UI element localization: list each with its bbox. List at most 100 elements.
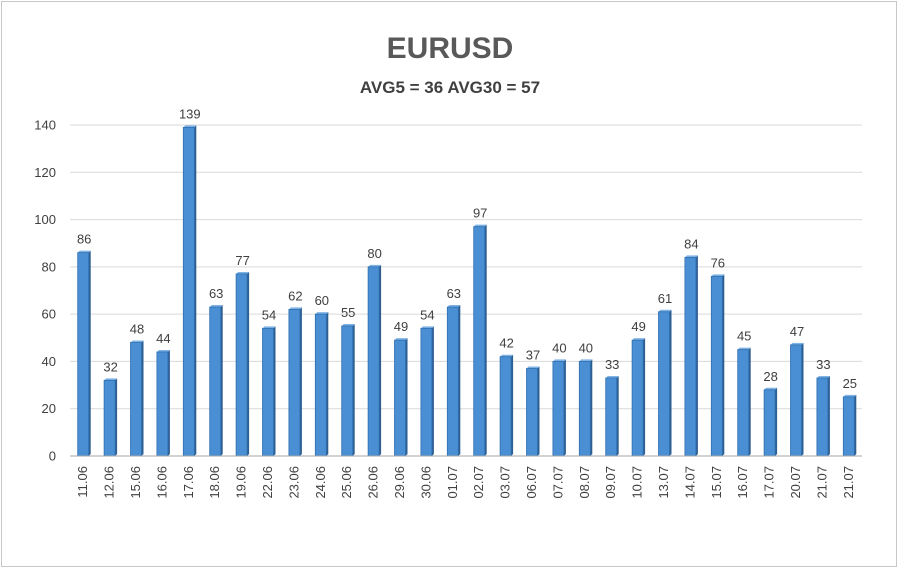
- data-label: 86: [77, 232, 91, 247]
- bar: [631, 339, 644, 457]
- y-tick-label: 80: [42, 259, 56, 274]
- bar: [446, 306, 459, 457]
- bar: [209, 306, 222, 457]
- bar-side: [827, 375, 830, 456]
- bar-top: [764, 387, 778, 390]
- data-label: 37: [526, 348, 540, 363]
- bar-side: [484, 224, 487, 456]
- bar-top: [315, 312, 329, 315]
- bar-side: [695, 255, 698, 456]
- bar: [314, 313, 327, 457]
- x-tick-label: 29.06: [392, 466, 407, 499]
- bar-top: [605, 375, 619, 378]
- data-label: 28: [763, 369, 777, 384]
- bar: [473, 226, 486, 457]
- bar-side: [590, 359, 593, 456]
- bar: [526, 368, 538, 457]
- bar: [288, 309, 301, 457]
- bar-top: [737, 347, 751, 350]
- bar-top: [816, 375, 830, 378]
- bar-side: [273, 326, 276, 456]
- bar-side: [854, 394, 857, 456]
- data-label: 55: [341, 305, 355, 320]
- x-tick-label: 03.07: [498, 466, 513, 499]
- y-tick-label: 60: [42, 307, 56, 322]
- x-tick-label: 18.06: [207, 466, 222, 499]
- bar-top: [104, 378, 118, 381]
- data-label: 54: [420, 307, 434, 322]
- x-tick-label: 16.06: [154, 466, 169, 499]
- x-tick-label: 08.07: [577, 466, 592, 499]
- bar-side: [88, 250, 91, 456]
- bar: [710, 275, 723, 457]
- data-label: 49: [394, 319, 408, 334]
- bar-side: [220, 305, 223, 456]
- bar: [842, 396, 855, 457]
- data-label: 62: [288, 288, 302, 303]
- bar: [77, 252, 90, 457]
- data-label: 33: [605, 357, 619, 372]
- data-label: 76: [711, 255, 725, 270]
- bar-side: [141, 340, 144, 456]
- bar-side: [537, 366, 540, 456]
- bar: [658, 311, 670, 457]
- bar-top: [236, 271, 250, 274]
- data-labels: 86 32 48 44 139 63 77 54 62 60 55 80 49 54 63 97 42 37 40 4…: [77, 106, 857, 391]
- bar: [262, 327, 274, 457]
- x-tick-label: 22.06: [260, 466, 275, 499]
- bar: [420, 327, 433, 457]
- data-label: 63: [209, 286, 223, 301]
- bar-top: [77, 250, 91, 253]
- y-tick-label: 40: [42, 354, 56, 369]
- data-label: 44: [156, 331, 170, 346]
- data-label: 80: [367, 246, 381, 261]
- bar-top: [130, 340, 144, 343]
- bar-top: [394, 338, 408, 341]
- bar-side: [563, 359, 566, 456]
- bar-top: [473, 224, 487, 227]
- bar-side: [167, 349, 170, 456]
- bar-side: [247, 271, 250, 456]
- data-label: 139: [179, 106, 201, 121]
- bar-top: [156, 349, 170, 352]
- bar: [182, 126, 195, 457]
- y-tick-label: 20: [42, 401, 56, 416]
- x-tick-label: 20.07: [788, 466, 803, 499]
- bar-side: [511, 354, 514, 456]
- bar-side: [299, 307, 302, 456]
- bar-side: [352, 323, 355, 456]
- bar-top: [368, 264, 382, 267]
- y-tick-label: 140: [34, 118, 56, 133]
- x-axis-ticks: 11.06 12.06 15.06 16.06 17.06 18.06 19.06 22.06…: [75, 466, 856, 499]
- bar-top: [843, 394, 857, 397]
- data-label: 97: [473, 206, 487, 221]
- y-tick-label: 0: [49, 449, 56, 464]
- bar-side: [405, 338, 408, 456]
- data-label: 45: [737, 329, 751, 344]
- chart-subtitle: AVG5 = 36 AVG30 = 57: [360, 78, 540, 97]
- bar-top: [262, 326, 276, 329]
- bar: [235, 273, 248, 457]
- data-label: 48: [130, 322, 144, 337]
- bar: [605, 377, 618, 457]
- y-tick-label: 100: [34, 212, 56, 227]
- x-tick-label: 10.07: [630, 466, 645, 499]
- data-label: 32: [103, 359, 117, 374]
- data-label: 84: [684, 236, 698, 251]
- bar-top: [500, 354, 514, 357]
- x-tick-label: 17.07: [762, 466, 777, 499]
- bar: [499, 356, 512, 457]
- bar-side: [458, 305, 461, 456]
- y-tick-label: 120: [34, 165, 56, 180]
- x-tick-label: 12.06: [102, 466, 117, 499]
- x-tick-label: 06.07: [524, 466, 539, 499]
- bar-side: [801, 342, 804, 456]
- data-label: 40: [552, 340, 566, 355]
- data-label: 49: [631, 319, 645, 334]
- bar: [103, 379, 116, 457]
- x-tick-label: 21.07: [814, 466, 829, 499]
- bar-top: [526, 366, 540, 369]
- x-tick-label: 24.06: [313, 466, 328, 499]
